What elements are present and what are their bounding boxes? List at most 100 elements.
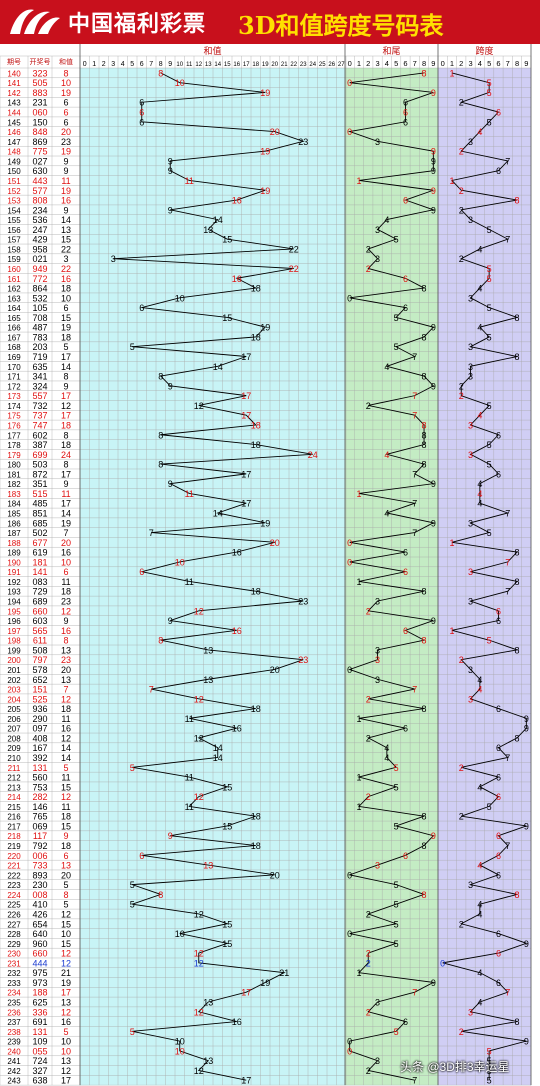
sum-value-cell: 18 — [61, 440, 71, 450]
sum-value-cell: 16 — [61, 724, 71, 734]
period-cell: 221 — [7, 862, 21, 871]
sum-value-cell: 10 — [61, 293, 71, 303]
period-cell: 212 — [7, 774, 21, 783]
span-point: 5 — [487, 460, 492, 470]
span-point: 2 — [459, 381, 464, 391]
sum-value-cell: 16 — [61, 274, 71, 284]
period-cell: 186 — [7, 519, 21, 528]
sum-point: 10 — [175, 1037, 185, 1047]
sum-point: 12 — [194, 792, 204, 802]
sum-value-cell: 8 — [63, 636, 68, 646]
sum-axis-tick: 5 — [130, 61, 134, 68]
tail-point: 9 — [431, 88, 436, 98]
draw-number-cell: 502 — [32, 528, 47, 538]
draw-number-cell: 290 — [32, 714, 47, 724]
period-cell: 151 — [7, 177, 21, 186]
span-point: 3 — [468, 372, 473, 382]
tail-axis-tick: 2 — [366, 59, 370, 68]
period-cell: 218 — [7, 832, 21, 841]
sum-axis-tick: 24 — [309, 62, 316, 68]
draw-number-cell: 008 — [32, 890, 47, 900]
draw-number-cell: 117 — [33, 831, 47, 841]
sum-point: 8 — [158, 636, 163, 646]
period-cell: 193 — [7, 588, 21, 597]
tail-point: 6 — [403, 274, 408, 284]
sum-point: 20 — [270, 538, 280, 548]
tail-point: 0 — [347, 78, 352, 88]
sum-value-cell: 19 — [61, 147, 71, 157]
tail-point: 7 — [412, 391, 417, 401]
span-point: 5 — [487, 274, 492, 284]
span-point: 3 — [468, 1007, 473, 1017]
span-point: 7 — [505, 557, 510, 567]
sum-point: 18 — [251, 420, 261, 430]
sum-point: 17 — [241, 499, 251, 509]
span-point: 7 — [505, 753, 510, 763]
tail-point: 9 — [431, 381, 436, 391]
sum-axis-tick: 13 — [205, 62, 212, 68]
sum-point: 19 — [260, 323, 270, 333]
sum-point: 16 — [232, 1017, 242, 1027]
sum-value-cell: 10 — [61, 1037, 71, 1047]
draw-number-cell: 729 — [32, 587, 47, 597]
draw-number-cell: 603 — [32, 616, 47, 626]
welfare-lottery-logo-icon — [10, 9, 60, 34]
period-cell: 152 — [7, 187, 21, 196]
draw-number-cell: 732 — [32, 401, 47, 411]
draw-number-cell: 652 — [32, 675, 47, 685]
draw-number-cell: 883 — [32, 88, 47, 98]
span-point: 2 — [459, 1027, 464, 1037]
tail-point: 7 — [412, 1076, 417, 1086]
sum-point: 11 — [185, 773, 194, 783]
span-point: 7 — [505, 841, 510, 851]
sum-value-cell: 5 — [63, 763, 68, 773]
draw-number-cell: 055 — [32, 1046, 47, 1056]
draw-number-cell: 282 — [32, 792, 47, 802]
sum-value-cell: 11 — [61, 773, 70, 783]
draw-number-cell: 021 — [32, 254, 47, 264]
sum-point: 23 — [298, 655, 308, 665]
span-point: 4 — [477, 323, 482, 333]
tail-point: 2 — [366, 792, 371, 802]
sum-axis-tick: 10 — [176, 62, 183, 68]
tail-point: 8 — [422, 812, 427, 822]
draw-number-cell: 188 — [32, 988, 47, 998]
span-point: 4 — [477, 997, 482, 1007]
period-cell: 164 — [7, 304, 21, 313]
draw-number-cell: 635 — [32, 362, 47, 372]
span-point: 2 — [459, 186, 464, 196]
header-banner: 中国福利彩票 3D和值跨度号码表 — [0, 0, 540, 44]
span-axis-tick: 5 — [487, 59, 491, 68]
span-point: 4 — [477, 782, 482, 792]
tail-point: 9 — [431, 518, 436, 528]
sum-point: 18 — [251, 704, 261, 714]
period-cell: 222 — [7, 871, 21, 880]
span-point: 5 — [487, 332, 492, 342]
sum-value-cell: 23 — [61, 137, 71, 147]
period-cell: 195 — [7, 607, 21, 616]
draw-number-cell: 105 — [32, 303, 47, 313]
tail-point: 9 — [431, 616, 436, 626]
sum-value-cell: 6 — [63, 851, 68, 861]
draw-number-cell: 508 — [32, 645, 47, 655]
sum-value-cell: 22 — [61, 244, 71, 254]
sum-value-cell: 10 — [61, 78, 71, 88]
sum-point: 6 — [139, 117, 144, 127]
tail-point: 7 — [412, 411, 417, 421]
draw-number-cell: 060 — [32, 108, 47, 118]
span-point: 7 — [505, 587, 510, 597]
sum-value-cell: 13 — [61, 225, 71, 235]
sum-value-cell: 18 — [61, 284, 71, 294]
span-point: 1 — [449, 538, 454, 548]
draw-number-cell: 323 — [32, 68, 47, 78]
span-point: 6 — [496, 606, 501, 616]
tail-point: 8 — [422, 636, 427, 646]
period-cell: 233 — [7, 979, 21, 988]
sum-point: 17 — [241, 988, 251, 998]
sum-value-cell: 3 — [63, 254, 68, 264]
tail-point: 0 — [347, 293, 352, 303]
sum-point: 20 — [270, 127, 280, 137]
draw-number-cell: 753 — [32, 782, 47, 792]
sum-value-cell: 14 — [61, 215, 71, 225]
span-point: 6 — [496, 166, 501, 176]
